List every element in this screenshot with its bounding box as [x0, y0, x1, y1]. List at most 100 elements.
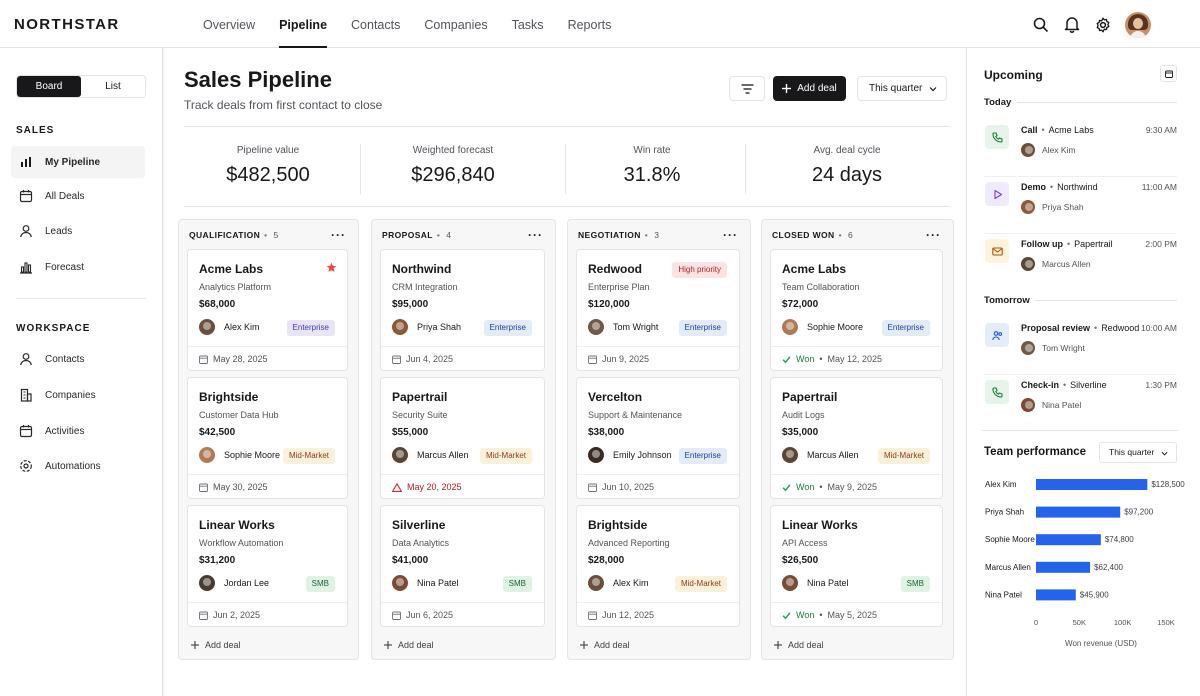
deal-card[interactable]: Brightside Advanced Reporting $28,000 Alex …: [576, 505, 740, 627]
period-select[interactable]: This quarter: [857, 76, 947, 101]
more-icon[interactable]: ···: [528, 228, 543, 242]
building-icon: [20, 388, 32, 402]
deal-date: Won • May 5, 2025: [782, 610, 877, 620]
app-logo[interactable]: NORTHSTAR: [14, 16, 120, 33]
deal-owner: Alex Kim: [588, 575, 649, 591]
deal-subtitle: Audit Logs: [782, 410, 825, 420]
avatar: [199, 319, 215, 335]
deal-card[interactable]: Redwood Enterprise Plan $120,000 High prior…: [576, 249, 740, 371]
deal-card[interactable]: Acme Labs Analytics Platform $68,000 Alex K…: [187, 249, 348, 371]
team-period-value: This quarter: [1109, 447, 1155, 457]
sidebar-item-leads[interactable]: Leads: [11, 215, 145, 247]
deal-card[interactable]: Silverline Data Analytics $41,000 Nina Pate…: [380, 505, 545, 627]
bell-icon[interactable]: [1064, 16, 1080, 33]
deal-title: Papertrail: [392, 390, 448, 404]
deal-date: Jun 9, 2025: [588, 354, 649, 364]
calendar-button[interactable]: [1160, 65, 1177, 82]
today-line: [1017, 102, 1177, 103]
deal-title: Linear Works: [782, 518, 858, 532]
avatar: [1021, 143, 1035, 157]
user-avatar[interactable]: [1125, 12, 1151, 38]
add-deal-link[interactable]: Add deal: [580, 640, 630, 650]
mail-icon: [991, 246, 1003, 256]
gear-icon[interactable]: [1095, 17, 1111, 33]
date-text: May 9, 2025: [827, 482, 878, 492]
nav-overview[interactable]: Overview: [203, 18, 256, 32]
kpi-divider: [360, 144, 361, 194]
calendar-icon: [392, 355, 401, 364]
more-icon[interactable]: ···: [331, 228, 346, 242]
chart-icon: [20, 262, 32, 274]
avatar: [392, 447, 408, 463]
event-heading: Call • Acme Labs: [1021, 125, 1094, 135]
sidebar-item-companies[interactable]: Companies: [11, 379, 145, 411]
sidebar-item-activities[interactable]: Activities: [11, 415, 145, 447]
calendar-icon: [588, 611, 597, 620]
person-name: Marcus Allen: [1042, 259, 1091, 269]
upcoming-event[interactable]: Demo • Northwind 11:00 AM Priya Shah: [984, 178, 1177, 234]
nav-tasks[interactable]: Tasks: [511, 18, 544, 32]
deal-card[interactable]: Linear Works API Access $26,500 Nina Patel S…: [770, 505, 943, 627]
team-period-select[interactable]: This quarter: [1099, 442, 1177, 463]
tier-badge: Enterprise: [483, 320, 532, 336]
card-divider: [381, 346, 544, 347]
card-divider: [188, 346, 347, 347]
sidebar-item-contacts[interactable]: Contacts: [11, 343, 145, 375]
add-deal-link[interactable]: Add deal: [774, 640, 824, 650]
date-text: May 20, 2025: [407, 482, 462, 492]
nav-reports[interactable]: Reports: [567, 18, 612, 32]
add-deal-button[interactable]: Add deal: [773, 76, 846, 101]
add-deal-link[interactable]: Add deal: [191, 640, 241, 650]
plus-icon: [191, 641, 199, 649]
avatar: [1021, 341, 1035, 355]
sidebar-divider: [16, 298, 146, 299]
date-text: Jun 10, 2025: [602, 482, 655, 492]
deal-owner: Jordan Lee: [199, 575, 269, 591]
more-icon[interactable]: ···: [926, 228, 941, 242]
deal-card[interactable]: Linear Works Workflow Automation $31,200 Jo…: [187, 505, 348, 627]
search-icon[interactable]: [1033, 17, 1049, 33]
nav-pipeline[interactable]: Pipeline: [279, 0, 328, 48]
event-company: Redwood: [1101, 323, 1140, 333]
deal-owner: Sophie Moore: [782, 319, 863, 335]
kpi-win-rate: Win rate 31.8%: [567, 145, 737, 195]
upcoming-event[interactable]: Check-in • Silverline 1:30 PM Nina Patel: [984, 376, 1177, 432]
deal-card[interactable]: Northwind CRM Integration $95,000 Priya Sha…: [380, 249, 545, 371]
nav-contacts[interactable]: Contacts: [351, 18, 401, 32]
play-icon: [993, 189, 1002, 199]
add-deal-link[interactable]: Add deal: [384, 640, 434, 650]
kpi-value: 24 days: [811, 164, 883, 186]
sidebar-item-forecast[interactable]: Forecast: [11, 251, 145, 283]
chart-value-label: $74,800: [1105, 535, 1134, 544]
sidebar-item-all-deals[interactable]: All Deals: [11, 180, 145, 212]
nav-companies[interactable]: Companies: [424, 18, 488, 32]
deal-subtitle: Team Collaboration: [782, 282, 860, 292]
sidebar-item-my-pipeline[interactable]: My Pipeline: [11, 146, 145, 178]
event-divider: [984, 374, 1177, 375]
deal-card[interactable]: Brightside Customer Data Hub $42,500 Sophie…: [187, 377, 348, 499]
star-icon[interactable]: [326, 262, 337, 273]
date-text: Jun 4, 2025: [406, 354, 454, 364]
date-text: May 5, 2025: [827, 610, 878, 620]
card-divider: [771, 346, 942, 347]
upcoming-panel: Upcoming Today Tomorrow Call • Acme Labs 9:…: [966, 48, 1200, 696]
upcoming-event[interactable]: Proposal review • Redwood 10:00 AM Tom Wrigh…: [984, 319, 1177, 375]
more-icon[interactable]: ···: [723, 228, 738, 242]
chart-value-label: $45,900: [1080, 590, 1109, 599]
deal-card[interactable]: Acme Labs Team Collaboration $72,000 Sophie…: [770, 249, 943, 371]
deal-card[interactable]: Papertrail Security Suite $55,000 Marcus Al…: [380, 377, 545, 499]
calendar-icon: [199, 483, 208, 492]
chart-bar: [1036, 506, 1121, 518]
view-toggle-board[interactable]: Board: [17, 76, 81, 97]
sidebar-item-automations[interactable]: Automations: [11, 450, 145, 482]
upcoming-event[interactable]: Follow up • Papertrail 2:00 PM Marcus Allen: [984, 235, 1177, 291]
filter-button[interactable]: [729, 76, 765, 101]
upcoming-event[interactable]: Call • Acme Labs 9:30 AM Alex Kim: [984, 121, 1177, 177]
plus-icon: [774, 641, 782, 649]
deal-value: $26,500: [782, 555, 819, 566]
deal-card[interactable]: Papertrail Audit Logs $35,000 Marcus Allen M…: [770, 377, 943, 499]
deal-card[interactable]: Vercelton Support & Maintenance $38,000 Emi…: [576, 377, 740, 499]
sidebar-item-label: Contacts: [45, 353, 85, 365]
column-count: 4: [446, 230, 452, 240]
view-toggle-list[interactable]: List: [105, 81, 121, 92]
